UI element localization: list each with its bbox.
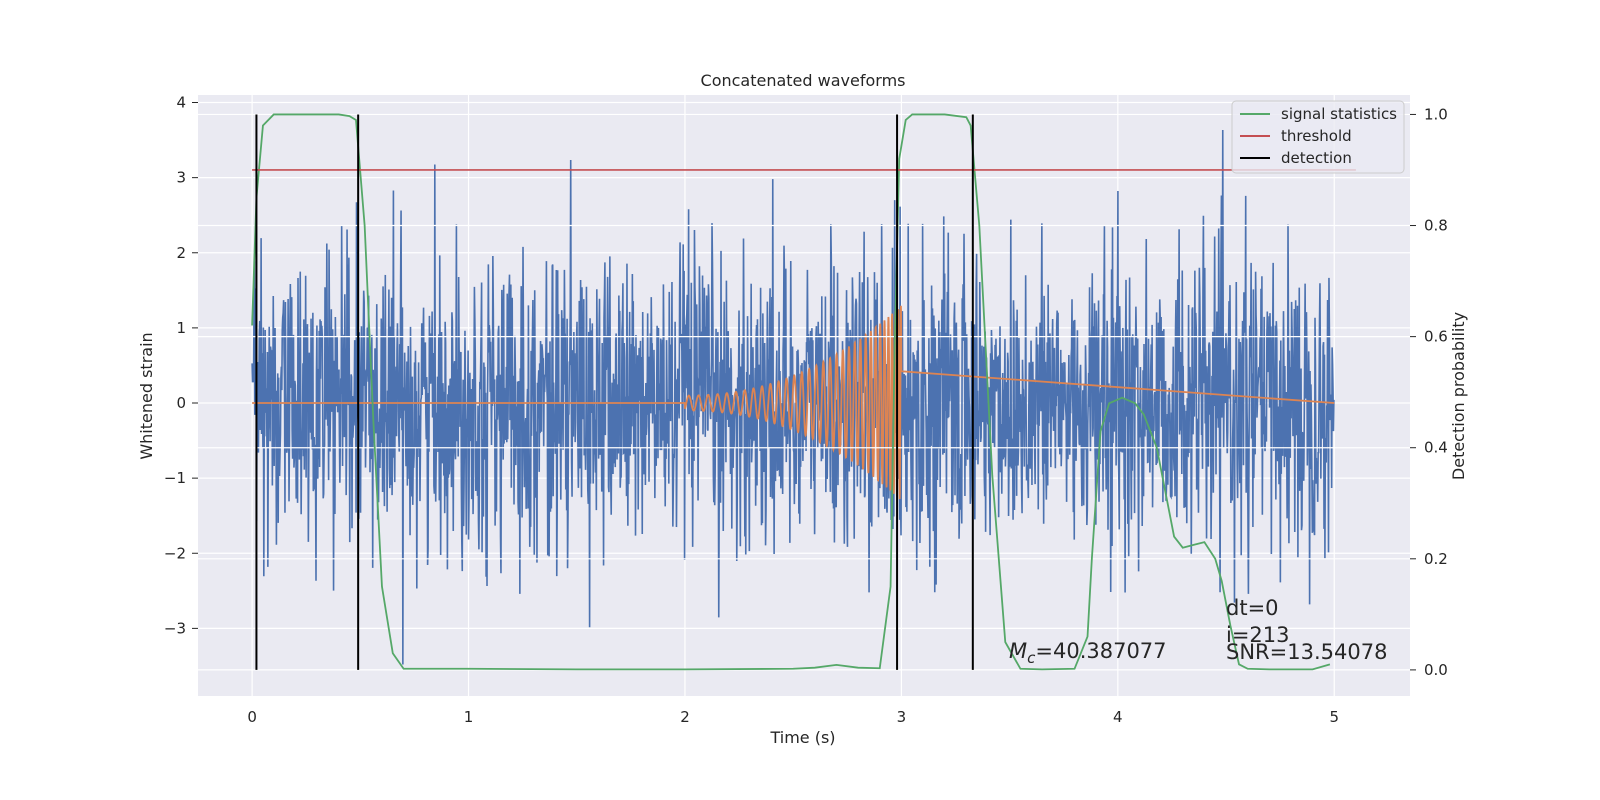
y-left-tick-label: −1 (164, 469, 186, 487)
y-axis-right-label: Detection probability (1449, 312, 1468, 480)
noise-strain-line (251, 130, 1335, 665)
x-tick-label: 0 (247, 708, 257, 726)
tick-labels: 0 1 2 3 4 5 −3 −2 −1 0 1 2 3 4 0.0 0.2 0.4 0.6 0.8 1.0 (164, 94, 1448, 726)
signal-statistics-line (251, 113, 1331, 671)
legend-box (1231, 100, 1405, 174)
x-tick-label: 4 (1113, 708, 1123, 726)
series-layer (251, 130, 1335, 665)
chirp-mass-annotation: Mc=40.387077 (1009, 639, 1167, 667)
y-right-tick-label: 0.8 (1424, 217, 1448, 235)
y-left-tick-label: −3 (164, 619, 186, 637)
y-axis-left-label: Whitened strain (137, 332, 156, 459)
x-tick-label: 1 (464, 708, 474, 726)
y-left-tick-label: 0 (176, 394, 186, 412)
chirp-mass-value: =40.387077 (1035, 639, 1166, 663)
legend-label-detection: detection (1281, 149, 1352, 167)
snr-annotation: SNR=13.54078 (1226, 640, 1387, 664)
overlay-layer (251, 113, 1356, 671)
chirp-mass-subscript: c (1027, 649, 1036, 667)
y-left-tick-label: 4 (176, 94, 186, 112)
y-left-tick-label: 2 (176, 244, 186, 262)
y-right-tick-label: 1.0 (1424, 105, 1448, 123)
y-right-tick-label: 0.4 (1424, 439, 1448, 457)
detection-lines (255, 114, 974, 670)
y-left-tick-label: 3 (176, 169, 186, 187)
legend: signal statistics threshold detection (1231, 100, 1405, 174)
legend-label-signal-statistics: signal statistics (1281, 105, 1397, 123)
chart-title: Concatenated waveforms (701, 71, 906, 90)
index-annotation: i=213 (1226, 623, 1290, 647)
y-right-tick-label: 0.6 (1424, 328, 1448, 346)
legend-label-threshold: threshold (1281, 127, 1352, 145)
y-left-tick-label: 1 (176, 319, 186, 337)
x-tick-label: 5 (1329, 708, 1339, 726)
y-right-tick-label: 0.0 (1424, 661, 1448, 679)
chirp-mass-symbol: M (1009, 639, 1027, 663)
chirp-waveform-line (252, 305, 1335, 500)
y-right-tick-label: 0.2 (1424, 550, 1448, 568)
x-axis-label: Time (s) (769, 728, 835, 747)
dt-annotation: dt=0 (1226, 596, 1279, 620)
x-tick-label: 2 (680, 708, 690, 726)
x-tick-label: 3 (897, 708, 907, 726)
right-axis-gridlines (198, 113, 1410, 671)
y-left-tick-label: −2 (164, 544, 186, 562)
